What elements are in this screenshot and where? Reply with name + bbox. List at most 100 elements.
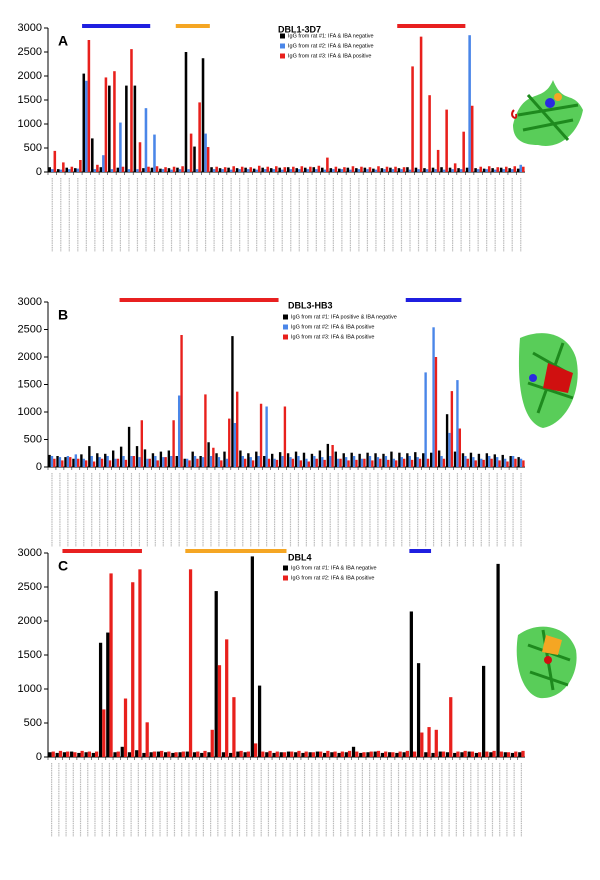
bar [416, 457, 419, 467]
bar [330, 752, 334, 757]
bar [199, 456, 202, 467]
bar [72, 458, 75, 467]
bar [320, 167, 324, 172]
bar [408, 456, 411, 467]
bar [329, 456, 332, 467]
bar [312, 167, 316, 172]
bar [405, 750, 410, 757]
bar [499, 167, 503, 172]
bar [506, 461, 509, 467]
bar [431, 752, 435, 757]
y-tick-label: 1500 [18, 649, 42, 661]
bar [286, 453, 290, 467]
bar [482, 459, 485, 467]
bar [373, 751, 377, 757]
bar [278, 452, 282, 467]
bar [62, 752, 67, 757]
bar [255, 451, 258, 467]
bar [87, 40, 91, 172]
bar [476, 169, 480, 172]
bar [322, 752, 327, 757]
bar [104, 453, 107, 467]
bar [360, 458, 364, 467]
bar [449, 697, 453, 757]
bar [432, 327, 435, 467]
bar [289, 457, 292, 467]
bar [85, 80, 88, 172]
bar [153, 134, 156, 172]
bar [73, 168, 77, 172]
bar [297, 456, 300, 467]
bar [469, 452, 473, 467]
bar [204, 394, 207, 467]
bar [253, 743, 258, 757]
bar [286, 167, 290, 172]
bar [304, 751, 308, 757]
bar [265, 406, 268, 467]
bar [436, 149, 440, 172]
bar [113, 752, 117, 757]
bar [295, 168, 298, 172]
bar [196, 751, 200, 757]
bar [429, 452, 433, 467]
bar [270, 453, 274, 467]
bar [192, 752, 197, 757]
bar [170, 456, 173, 467]
bar [220, 460, 223, 467]
bar [440, 167, 443, 172]
bar [388, 752, 392, 757]
bar [119, 446, 123, 467]
bar [164, 167, 167, 172]
bar [116, 751, 120, 757]
bar [138, 457, 141, 467]
bar [462, 131, 465, 172]
bar [215, 453, 218, 467]
bar [144, 108, 148, 172]
bar [243, 458, 247, 467]
bar [61, 460, 64, 467]
bar [108, 85, 111, 172]
bar [337, 752, 341, 757]
bar [344, 457, 348, 467]
bar [376, 750, 381, 757]
bar [257, 685, 262, 757]
bar [358, 453, 361, 467]
bar [372, 168, 375, 172]
bar [140, 420, 144, 467]
bar [517, 457, 520, 467]
y-tick-label: 1000 [18, 406, 42, 418]
bar [223, 451, 226, 467]
legend-swatch [283, 334, 288, 340]
bar [135, 446, 139, 467]
bar [246, 751, 251, 757]
bar [474, 752, 479, 757]
bar [310, 453, 314, 467]
bar [511, 456, 515, 467]
bar [499, 751, 503, 757]
bar [410, 459, 414, 467]
bar [178, 752, 182, 757]
bar [55, 752, 59, 757]
bar [426, 458, 430, 467]
bar [309, 166, 312, 172]
bar [164, 457, 167, 467]
legend-swatch [283, 324, 288, 330]
bar [481, 665, 486, 757]
bar [249, 167, 253, 172]
chart-title: DBL4 [288, 552, 312, 562]
bar [456, 751, 460, 757]
bar [374, 453, 377, 467]
bar [177, 395, 181, 467]
bar [299, 460, 303, 467]
bar [485, 169, 488, 172]
bar [217, 665, 222, 757]
bar [474, 460, 477, 467]
bar [411, 66, 414, 172]
bar [380, 752, 385, 757]
bar [142, 168, 145, 172]
bar [355, 168, 358, 172]
bar [246, 169, 250, 172]
bar [99, 167, 103, 172]
bar [297, 169, 301, 172]
bar [305, 458, 308, 467]
